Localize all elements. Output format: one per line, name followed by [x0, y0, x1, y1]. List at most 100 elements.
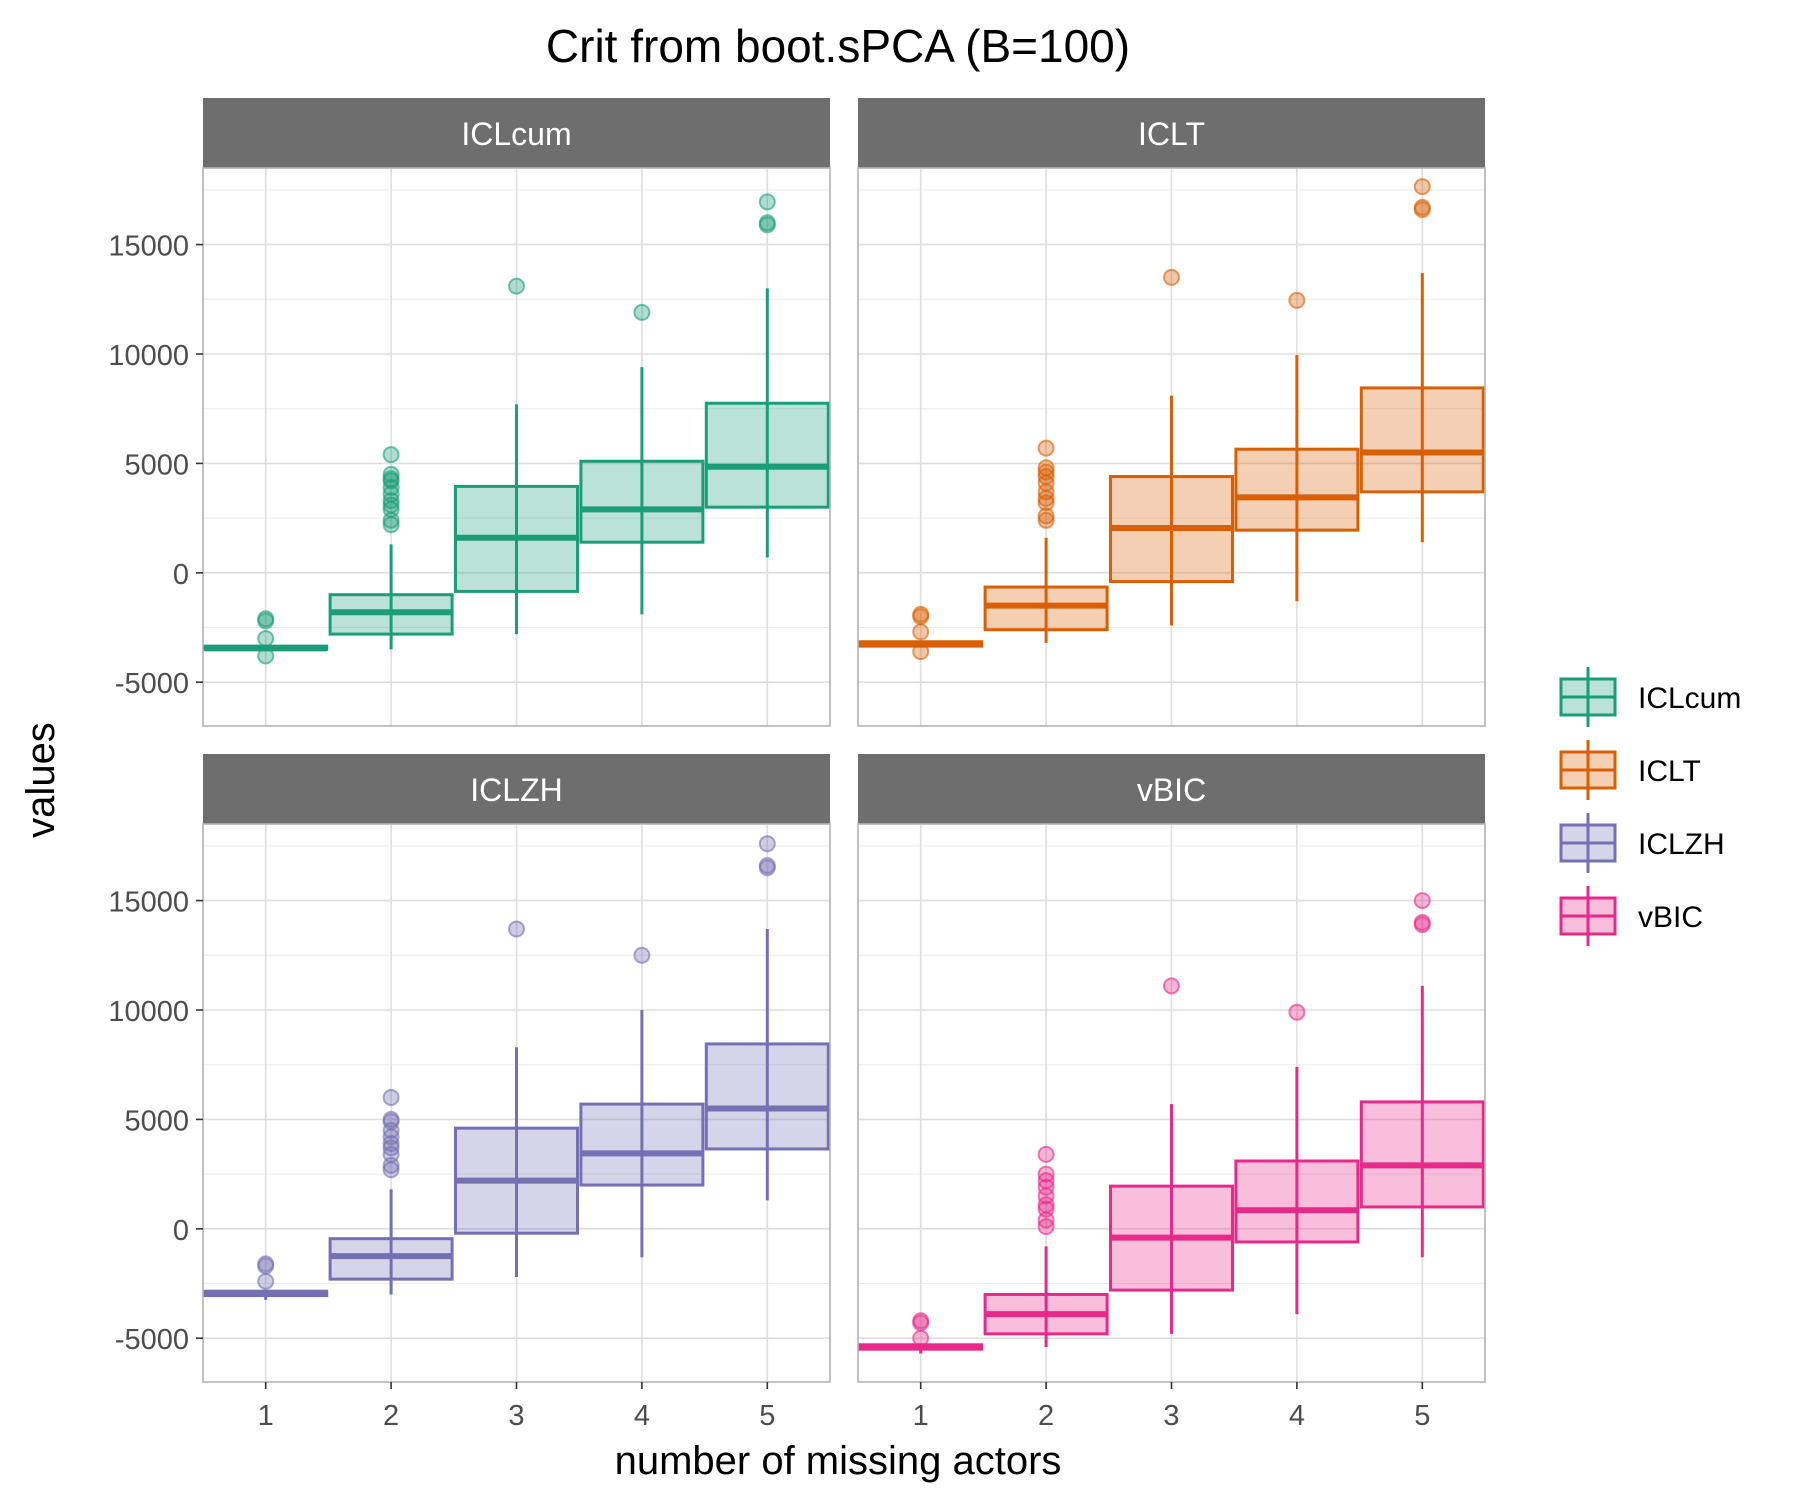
facet-strip [858, 98, 1485, 168]
y-tick-label: 15000 [108, 231, 189, 263]
outlier-point [382, 1089, 400, 1107]
outlier-point [508, 920, 525, 938]
box-ICLcum-5 [704, 193, 830, 558]
outlier-point [382, 446, 400, 464]
box-body [704, 401, 830, 509]
x-tick-label: 1 [913, 1400, 929, 1432]
box-vBIC-2 [983, 1145, 1109, 1347]
outlier-point [382, 516, 400, 534]
facet-panel-vBIC: vBIC 1 2 3 4 5 [857, 754, 1486, 1432]
x-tick-label: 3 [508, 1400, 524, 1432]
box-vBIC-5 [1359, 892, 1485, 1258]
box-ICLcum-3 [454, 277, 579, 635]
outlier-point [382, 1156, 400, 1174]
outlier-point [912, 608, 930, 626]
outlier-point [508, 277, 525, 295]
panels-layer: ICLcum-5000050001000015000ICLTICLZH-5000… [108, 98, 1486, 1432]
outlier-point [382, 492, 400, 510]
outlier-point [758, 859, 776, 877]
chart-title: Crit from boot.sPCA (B=100) [546, 20, 1130, 72]
outlier-point [1163, 268, 1180, 286]
outlier-point [633, 303, 651, 321]
outlier-point [1037, 511, 1055, 529]
box-ICLT-4 [1234, 291, 1360, 602]
legend-item-ICLcum: ICLcum [1559, 667, 1741, 727]
x-tick-label: 2 [1038, 1400, 1054, 1432]
facet-strip [858, 754, 1485, 824]
x-tick-label: 2 [383, 1400, 399, 1432]
y-tick-label: -5000 [115, 668, 189, 700]
outlier-point [1037, 494, 1055, 512]
outlier-point [257, 647, 275, 665]
facet-panel-ICLcum: ICLcum -5000 0 5000 10000 15000 [108, 98, 831, 727]
box-ICLT-5 [1359, 178, 1485, 543]
x-tick-label: 4 [634, 1400, 650, 1432]
box-ICLT-2 [983, 439, 1109, 643]
box-body [1234, 1159, 1360, 1244]
x-tick-label: 3 [1163, 1400, 1179, 1432]
box-ICLZH-1 [203, 1255, 329, 1300]
outlier-point [912, 623, 930, 641]
box-vBIC-4 [1234, 1003, 1360, 1315]
box-body [579, 459, 705, 544]
facet-strip [203, 754, 830, 824]
legend-label: ICLZH [1638, 828, 1725, 861]
panel-border [202, 167, 831, 727]
x-axis-label: number of missing actors [615, 1439, 1062, 1483]
y-tick-label: 15000 [108, 887, 189, 919]
facet-panel-ICLZH: ICLZH -5000 0 5000 10000 15000 1 2 3 4 5 [108, 754, 831, 1432]
legend-item-ICLZH: ICLZH [1559, 813, 1725, 873]
box-vBIC-3 [1109, 977, 1234, 1334]
outlier-point [633, 946, 651, 964]
box-ICLcum-1 [203, 610, 329, 665]
box-ICLZH-4 [579, 946, 705, 1258]
facet-strip-label: ICLT [1138, 116, 1205, 152]
outlier-point [1037, 1218, 1055, 1236]
box-body [1359, 386, 1485, 494]
box-ICLT-1 [858, 605, 984, 661]
box-body [579, 1102, 705, 1187]
outlier-point [1037, 439, 1055, 457]
box-ICLZH-2 [328, 1089, 454, 1295]
box-ICLcum-2 [328, 446, 454, 650]
outlier-point [1037, 1187, 1055, 1205]
facet-panel-ICLT: ICLT [857, 98, 1486, 727]
outlier-point [382, 1161, 400, 1179]
outlier-point [1288, 1003, 1306, 1021]
panel-border [857, 167, 1486, 727]
outlier-point [257, 612, 275, 630]
outlier-point [1413, 178, 1431, 196]
y-tick-label: 5000 [124, 449, 189, 481]
outlier-point [912, 1314, 930, 1332]
outlier-point [1288, 291, 1306, 309]
y-tick-label: -5000 [115, 1324, 189, 1356]
legend-label: vBIC [1638, 901, 1703, 934]
legend-label: ICLT [1638, 755, 1701, 788]
box-body [1234, 447, 1360, 532]
y-tick-label: 10000 [108, 340, 189, 372]
legend-item-ICLT: ICLT [1559, 740, 1701, 800]
box-body [704, 1042, 830, 1151]
outlier-point [1413, 916, 1431, 934]
facet-strip-label: vBIC [1137, 772, 1206, 808]
outlier-point [382, 511, 400, 529]
y-axis-label: values [19, 722, 63, 838]
outlier-point [1413, 892, 1431, 910]
outlier-point [1037, 1178, 1055, 1196]
x-tick-label: 4 [1289, 1400, 1305, 1432]
outlier-point [1163, 977, 1180, 995]
box-vBIC-1 [858, 1312, 984, 1354]
legend-item-vBIC: vBIC [1559, 886, 1703, 946]
outlier-point [257, 629, 275, 647]
legend-label: ICLcum [1638, 682, 1741, 715]
box-ICLZH-5 [704, 835, 830, 1201]
outlier-point [912, 643, 930, 661]
box-ICLZH-3 [454, 920, 579, 1277]
x-tick-label: 5 [1414, 1400, 1430, 1432]
y-tick-label: 5000 [124, 1105, 189, 1137]
legend: ICLcum ICLT ICLZH vBIC [1559, 667, 1741, 946]
y-tick-label: 10000 [108, 996, 189, 1028]
outlier-point [257, 1257, 275, 1275]
